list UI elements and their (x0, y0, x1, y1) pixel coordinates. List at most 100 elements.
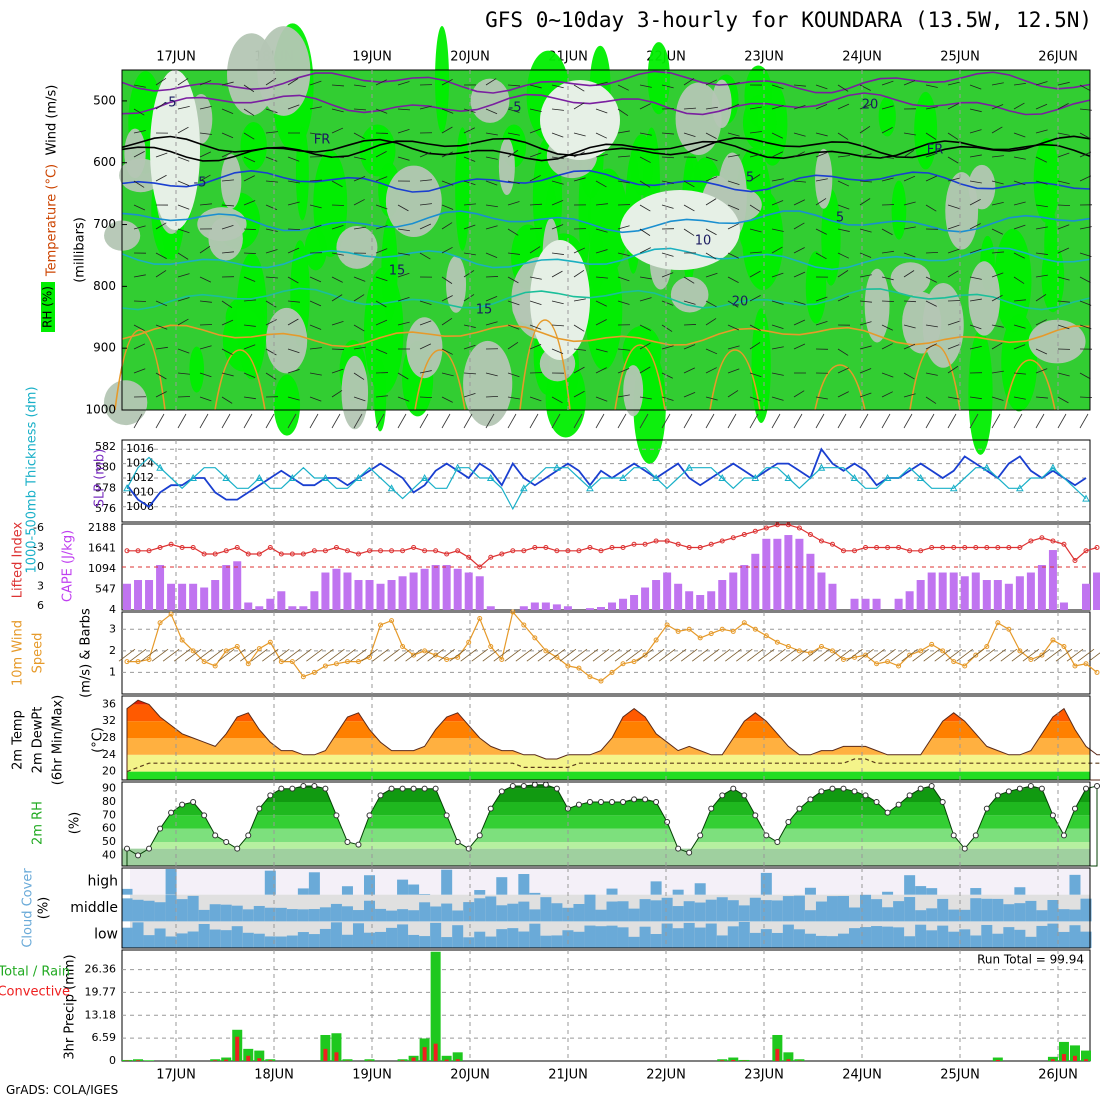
slp-axis-label: SLP (mb) (93, 449, 108, 508)
lifted-index-marker (796, 525, 802, 531)
lifted-index-marker (1028, 538, 1034, 544)
wind-barb (485, 296, 498, 302)
wind-barb (353, 276, 366, 282)
rh-high-patch (273, 374, 301, 436)
wind-barb (419, 105, 432, 110)
wind-barb (859, 125, 871, 134)
lifted-index-marker (355, 551, 361, 557)
wind-barb (1035, 252, 1048, 255)
wind-barb (747, 648, 764, 662)
wind-barb (309, 179, 322, 182)
wind-barb (551, 396, 563, 404)
rh-marker (961, 845, 968, 852)
wind-barb (482, 648, 499, 662)
wind-barb (221, 179, 234, 182)
precip-tick-label: 0 (109, 1054, 116, 1067)
wind-barb (243, 344, 256, 350)
cloud-bar (496, 905, 508, 922)
contour-label: 5 (836, 211, 844, 226)
wind-barb (595, 396, 608, 402)
wind-barb (947, 81, 960, 86)
bottom-date-label: 24JUN (842, 1068, 882, 1083)
cloud-bar (959, 909, 971, 922)
wind-barb (989, 648, 1007, 662)
wind-barb (1013, 132, 1026, 138)
wind-barb (947, 156, 959, 164)
wind-barb (727, 368, 740, 374)
wind-barb (419, 151, 432, 158)
wind-barb (507, 324, 520, 330)
wind-barb (727, 103, 740, 110)
wind-barb (397, 297, 410, 302)
wind-barb (837, 367, 850, 374)
precip-convective-bar (444, 1059, 449, 1061)
cloud-bar (793, 929, 805, 948)
rh-low-patch (890, 262, 931, 296)
rh-high-patch (304, 228, 327, 271)
cloud-bar (264, 907, 276, 922)
wind-barb (991, 155, 1004, 158)
wind-barb (1035, 180, 1048, 185)
wind-barb (771, 151, 783, 158)
thickness-slp-frame (121, 439, 1091, 523)
wind-barb (463, 270, 475, 278)
cape-bar (541, 602, 550, 610)
cape-bar (288, 606, 297, 610)
wind-barb (397, 272, 410, 278)
wind-barb (780, 648, 797, 662)
wind-barb (309, 276, 322, 283)
wind-barb (881, 372, 894, 378)
wind-barb (1057, 324, 1070, 330)
wind-barb (559, 648, 577, 662)
wind-barb (177, 273, 190, 278)
wind-barb (195, 648, 213, 662)
wind-barb (661, 132, 674, 135)
cloud-bar (540, 935, 552, 948)
rh-marker (620, 799, 627, 805)
wind-barb (243, 252, 257, 255)
cape-bar (552, 604, 561, 610)
dewpt-axis-label: 2m DewPt (31, 707, 46, 774)
rh-high-patch (381, 217, 398, 321)
thickness-marker (1049, 463, 1057, 471)
dewpoint-line (126, 758, 1100, 773)
wind-barb (793, 300, 806, 305)
wind-barb (793, 271, 806, 278)
cloud-bar (760, 900, 772, 922)
cloud-bar (904, 936, 916, 948)
wind-barb (771, 396, 784, 401)
thickness-tick-label: 576 (95, 502, 116, 515)
lifted-index-marker (719, 538, 725, 544)
wind-barb (969, 108, 982, 113)
rh-high-patch (751, 308, 771, 424)
lifted-index-marker (124, 548, 130, 554)
wind-speed-marker (168, 611, 174, 617)
wind-barb (441, 295, 453, 302)
wind-barb (419, 252, 431, 260)
wind-barb (529, 276, 542, 280)
wind-barb (375, 108, 388, 114)
cloud-bar (926, 908, 938, 922)
rh-marker (212, 832, 219, 839)
wind-barb (969, 324, 982, 330)
wind-speed-marker (521, 622, 527, 628)
wind-speed-marker (389, 618, 395, 624)
lifted-index-marker (863, 545, 869, 550)
lifted-index-marker (477, 564, 483, 570)
wind-barb (793, 222, 805, 230)
cloud-bar (981, 924, 993, 948)
lifted-index-marker (135, 548, 141, 554)
wind-barb (881, 250, 894, 254)
precip-total-bar (265, 1059, 276, 1061)
lifted-index-marker (234, 545, 240, 550)
cape-bar (718, 580, 727, 610)
lifted-index-marker (289, 551, 295, 557)
cloud-bar (937, 925, 949, 948)
wind-barb (705, 300, 717, 308)
wind-barb (859, 103, 872, 110)
cloud-bar (738, 905, 750, 922)
wind-barb (206, 648, 224, 662)
surface-wind-barb (155, 413, 165, 429)
wind-barb (177, 156, 190, 162)
cloud-bar (837, 933, 849, 948)
